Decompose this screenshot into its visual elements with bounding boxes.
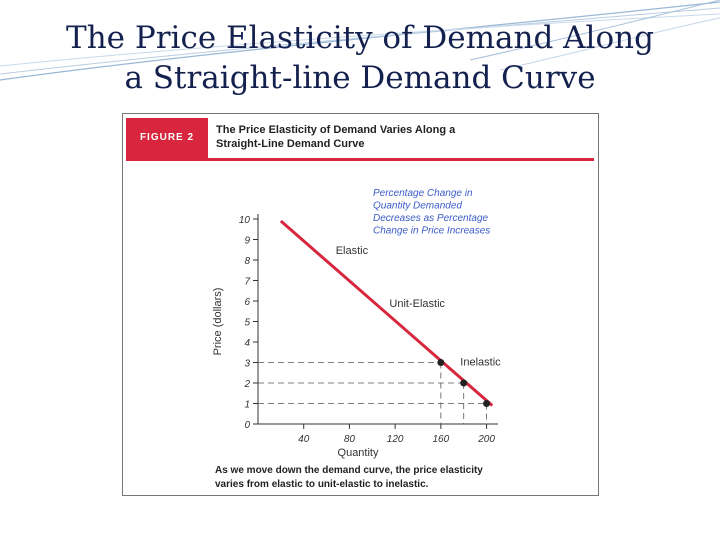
x-tick-label: 120 <box>387 434 404 445</box>
x-tick-label: 160 <box>433 434 450 445</box>
elasticity-label: Unit-Elastic <box>389 298 445 310</box>
demand-chart: 0 1 2 3 4 5 6 7 8 9 10 40 80 120 160 200 Quantity Price (… <box>212 188 501 459</box>
figure-caption-line-2: varies from elastic to unit-elastic to i… <box>215 479 429 490</box>
y-tick-label: 10 <box>239 215 251 226</box>
figure-label: FIGURE 2 <box>126 118 208 158</box>
figure-title-line-2: Straight-Line Demand Curve <box>216 138 365 150</box>
slide-title-line-1: The Price Elasticity of Demand Along <box>66 20 654 56</box>
y-axis-label: Price (dollars) <box>212 288 224 356</box>
demand-point <box>460 379 468 387</box>
slide-decoration <box>0 0 720 81</box>
annotation-line: Change in Price Increases <box>373 226 490 237</box>
y-tick-label: 4 <box>244 338 250 349</box>
y-tick-label: 6 <box>244 297 250 308</box>
y-tick-label: 0 <box>244 420 250 431</box>
figure-caption-line-1: As we move down the demand curve, the pr… <box>215 465 483 476</box>
y-tick-label: 8 <box>244 256 250 267</box>
demand-point <box>483 400 491 407</box>
x-axis-label: Quantity <box>338 447 379 459</box>
demand-point <box>437 359 445 366</box>
figure-header-rule <box>126 158 594 161</box>
annotation-line: Decreases as Percentage <box>373 213 489 224</box>
slide-title: The Price Elasticity of Demand Along a S… <box>0 18 720 98</box>
y-tick-label: 2 <box>243 379 250 390</box>
figure-panel: FIGURE 2 The Price Elasticity of Demand … <box>122 113 599 496</box>
y-tick-label: 3 <box>244 359 250 370</box>
x-tick-label: 40 <box>298 434 310 445</box>
y-tick-label: 1 <box>244 400 250 411</box>
y-tick-label: 7 <box>244 277 250 288</box>
demand-curve <box>279 219 494 407</box>
y-tick-label: 5 <box>244 318 250 329</box>
elasticity-label: Inelastic <box>460 357 501 369</box>
figure-title: The Price Elasticity of Demand Varies Al… <box>216 123 586 151</box>
x-tick-label: 200 <box>477 434 495 445</box>
figure-header: FIGURE 2 The Price Elasticity of Demand … <box>123 118 594 162</box>
y-tick-label: 9 <box>244 236 250 247</box>
figure-title-line-1: The Price Elasticity of Demand Varies Al… <box>216 124 456 136</box>
annotation-line: Quantity Demanded <box>373 201 462 212</box>
elasticity-label: Elastic <box>336 245 369 257</box>
figure-caption: As we move down the demand curve, the pr… <box>215 464 595 492</box>
annotation-line: Percentage Change in <box>373 188 473 199</box>
slide-title-line-2: a Straight-line Demand Curve <box>124 60 596 96</box>
x-tick-label: 80 <box>344 434 356 445</box>
